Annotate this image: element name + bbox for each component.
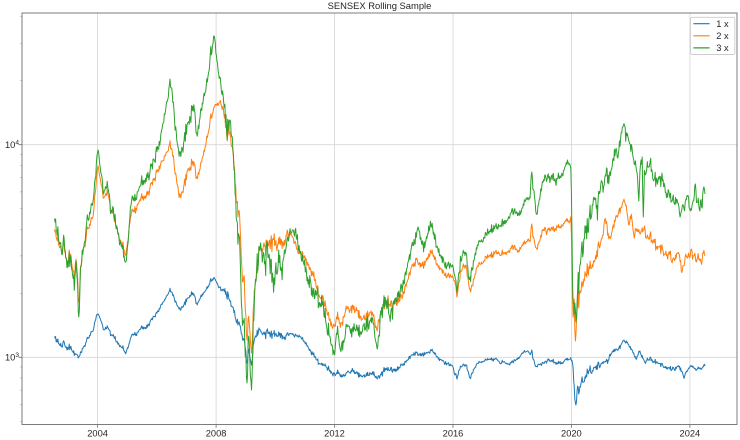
svg-text:2 x: 2 x <box>716 31 729 41</box>
svg-text:104: 104 <box>5 140 19 150</box>
svg-text:2012: 2012 <box>324 429 345 439</box>
svg-text:1 x: 1 x <box>716 19 729 29</box>
svg-text:2004: 2004 <box>87 429 108 439</box>
svg-text:103: 103 <box>5 352 19 362</box>
svg-text:3 x: 3 x <box>716 43 729 53</box>
svg-text:2016: 2016 <box>443 429 464 439</box>
svg-text:2008: 2008 <box>206 429 227 439</box>
svg-text:SENSEX Rolling Sample: SENSEX Rolling Sample <box>328 0 432 11</box>
svg-text:2024: 2024 <box>680 429 701 439</box>
svg-text:2020: 2020 <box>561 429 582 439</box>
